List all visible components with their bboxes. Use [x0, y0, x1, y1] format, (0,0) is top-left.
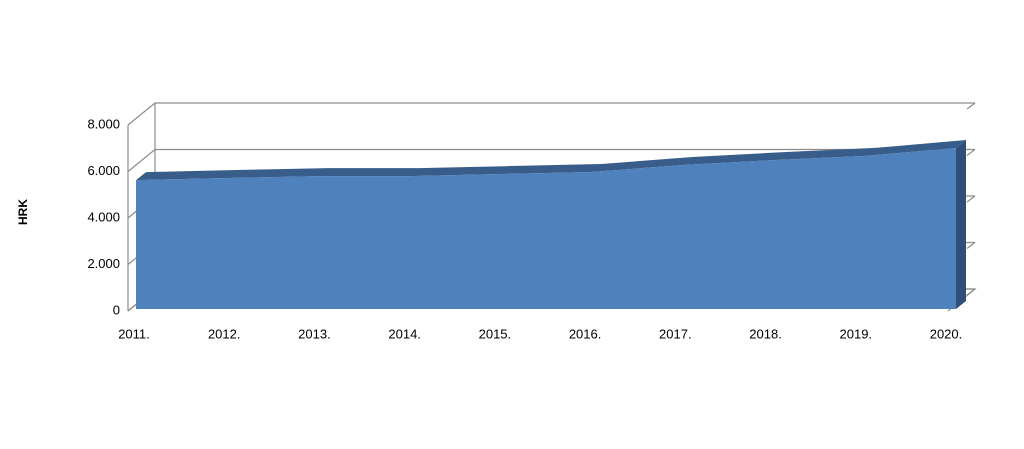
y-axis-label: HRK — [16, 199, 30, 225]
tick-mark — [966, 149, 976, 156]
area — [136, 148, 956, 309]
grid-line — [127, 102, 975, 126]
x-tick-label: 2016. — [569, 326, 602, 341]
x-tick-label: 2020. — [930, 326, 963, 341]
x-tick-label: 2011. — [118, 326, 150, 341]
area-top — [136, 140, 966, 181]
x-tick-label: 2017. — [659, 326, 692, 341]
x-tick-label: 2019. — [840, 326, 873, 341]
tick-mark — [966, 242, 976, 249]
y-tick-label: 4.000 — [87, 209, 120, 224]
tick-mark — [966, 195, 976, 203]
y-tick-label: 0 — [113, 302, 120, 317]
y-tick-label: 8.000 — [87, 116, 120, 131]
x-tick-label: 2012. — [208, 326, 241, 341]
y-tick-label: 2.000 — [87, 256, 120, 271]
y-tick-label: 6.000 — [87, 163, 120, 178]
tick-mark — [966, 102, 976, 110]
x-tick-label: 2015. — [479, 326, 512, 341]
x-tick-label: 2014. — [388, 326, 421, 341]
area-side — [956, 140, 966, 309]
grid-line — [127, 148, 975, 172]
tick-mark — [966, 288, 976, 296]
x-tick-label: 2018. — [749, 326, 782, 341]
x-tick-label: 2013. — [298, 326, 331, 341]
